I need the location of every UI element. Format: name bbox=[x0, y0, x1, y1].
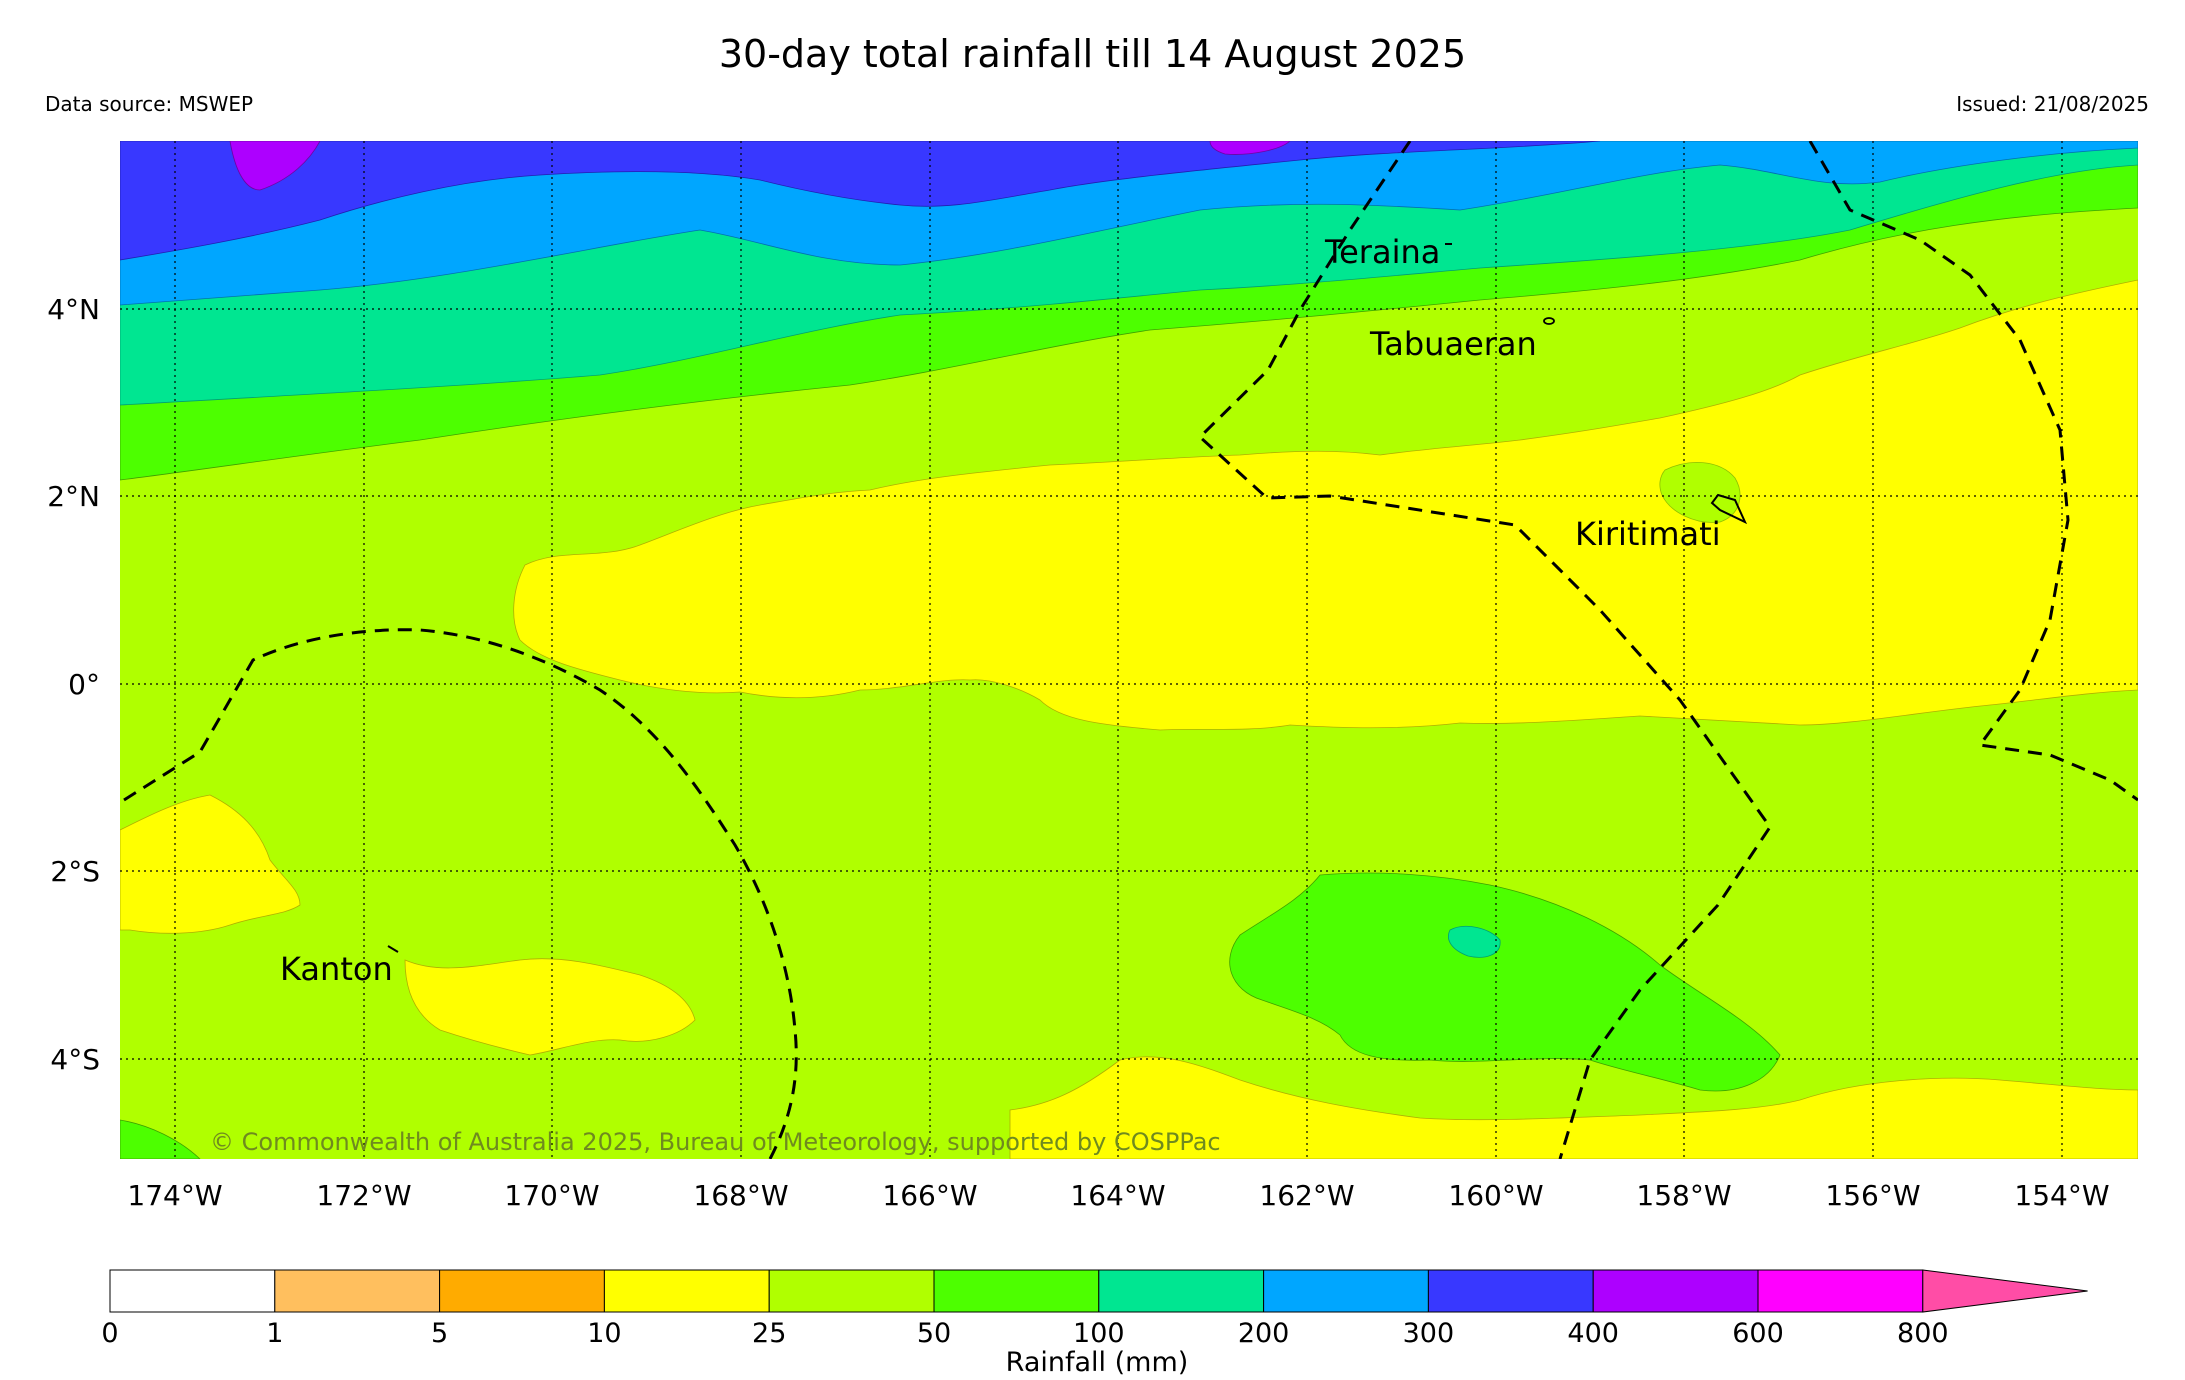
colorbar-tick-label: 10 bbox=[587, 1318, 621, 1349]
place-label-tabuaeran: Tabuaeran bbox=[1369, 325, 1537, 363]
place-label-kiritimati: Kiritimati bbox=[1575, 515, 1721, 553]
lat-tick-label: 2°S bbox=[50, 855, 100, 888]
lon-tick-label: 162°W bbox=[1259, 1179, 1354, 1212]
rain-band-10-25-equatorial bbox=[513, 279, 2138, 731]
colorbar-segment bbox=[109, 1269, 276, 1313]
data-source-label: Data source: MSWEP bbox=[45, 92, 254, 116]
colorbar-segment bbox=[439, 1269, 605, 1313]
kanton-island-outline bbox=[387, 945, 399, 953]
map-title: 30-day total rainfall till 14 August 202… bbox=[718, 32, 1467, 76]
colorbar-segment bbox=[1592, 1269, 1759, 1313]
rain-patch-25-50-kiritimati bbox=[1659, 462, 1741, 523]
colorbar-segment bbox=[1427, 1269, 1594, 1313]
colorbar-tick-label: 50 bbox=[917, 1318, 951, 1349]
colorbar-tick-label: 100 bbox=[1073, 1318, 1125, 1349]
lon-tick-label: 174°W bbox=[127, 1179, 222, 1212]
colorbar-segment bbox=[1263, 1269, 1429, 1313]
rain-band-50-100-southwest bbox=[120, 1119, 201, 1159]
graticule bbox=[120, 141, 2138, 1159]
tabuaeran-island-outline bbox=[1543, 317, 1555, 325]
lon-tick-label: 166°W bbox=[882, 1179, 977, 1212]
lon-tick-label: 172°W bbox=[316, 1179, 411, 1212]
lat-tick-label: 0° bbox=[68, 668, 100, 701]
rainfall-field: Teraina Tabuaeran Kiritimati Kanton © Co… bbox=[120, 141, 2138, 1159]
lon-tick-label: 170°W bbox=[504, 1179, 599, 1212]
colorbar-tick-label: 0 bbox=[101, 1318, 118, 1349]
rain-band-300-400 bbox=[120, 141, 1601, 261]
colorbar-tick-label: 400 bbox=[1567, 1318, 1619, 1349]
colorbar-tick-label: 1 bbox=[266, 1318, 283, 1349]
rain-band-10-25-south bbox=[1009, 1056, 2138, 1159]
rain-band-200-300 bbox=[120, 141, 2138, 306]
place-label-kanton: Kanton bbox=[280, 950, 393, 988]
issued-date-label: Issued: 21/08/2025 bbox=[1956, 92, 2149, 116]
colorbar-tick-label: 200 bbox=[1238, 1318, 1290, 1349]
latitude-tick-labels: 4°N 2°N 0° 2°S 4°S bbox=[47, 293, 100, 1076]
lon-tick-label: 168°W bbox=[693, 1179, 788, 1212]
colorbar-tick-label: 300 bbox=[1403, 1318, 1455, 1349]
colorbar-axis-label: Rainfall (mm) bbox=[1006, 1347, 1189, 1378]
rain-band-10-25-southwest bbox=[120, 794, 301, 934]
rainfall-colorbar: 0 1 5 10 25 50 100 200 300 400 600 800 bbox=[101, 1269, 2088, 1349]
longitude-tick-labels: 174°W 172°W 170°W 168°W 166°W 164°W 162°… bbox=[127, 1179, 2109, 1212]
place-label-teraina: Teraina bbox=[1324, 233, 1440, 271]
colorbar-tick-label: 5 bbox=[431, 1318, 448, 1349]
lon-tick-label: 154°W bbox=[2014, 1179, 2109, 1212]
colorbar-segment bbox=[603, 1269, 770, 1313]
colorbar-segment bbox=[274, 1269, 441, 1313]
colorbar-segment bbox=[1098, 1269, 1265, 1313]
lon-tick-label: 156°W bbox=[1825, 1179, 1920, 1212]
colorbar-segment bbox=[933, 1269, 1100, 1313]
copyright-notice: © Commonwealth of Australia 2025, Bureau… bbox=[210, 1128, 1221, 1156]
colorbar-segment bbox=[1757, 1269, 1924, 1313]
lat-tick-label: 4°N bbox=[47, 293, 100, 326]
rain-band-10-25-kanton bbox=[404, 958, 696, 1056]
lat-tick-label: 2°N bbox=[47, 480, 100, 513]
colorbar-extend-arrow bbox=[1922, 1269, 2088, 1313]
kiritimati-island-outline bbox=[1710, 493, 1748, 525]
colorbar-segment bbox=[768, 1269, 935, 1313]
lon-tick-label: 160°W bbox=[1448, 1179, 1543, 1212]
eez-boundaries bbox=[123, 141, 2138, 1159]
colorbar-tick-label: 25 bbox=[752, 1318, 786, 1349]
lat-tick-label: 4°S bbox=[50, 1043, 100, 1076]
rain-band-400-600 bbox=[229, 141, 1291, 191]
rain-patch-100-200-south bbox=[1448, 926, 1501, 958]
rain-band-50-100-south bbox=[1229, 872, 1781, 1092]
colorbar-tick-label: 800 bbox=[1897, 1318, 1949, 1349]
colorbar-tick-label: 600 bbox=[1732, 1318, 1784, 1349]
lon-tick-label: 158°W bbox=[1636, 1179, 1731, 1212]
lon-tick-label: 164°W bbox=[1070, 1179, 1165, 1212]
